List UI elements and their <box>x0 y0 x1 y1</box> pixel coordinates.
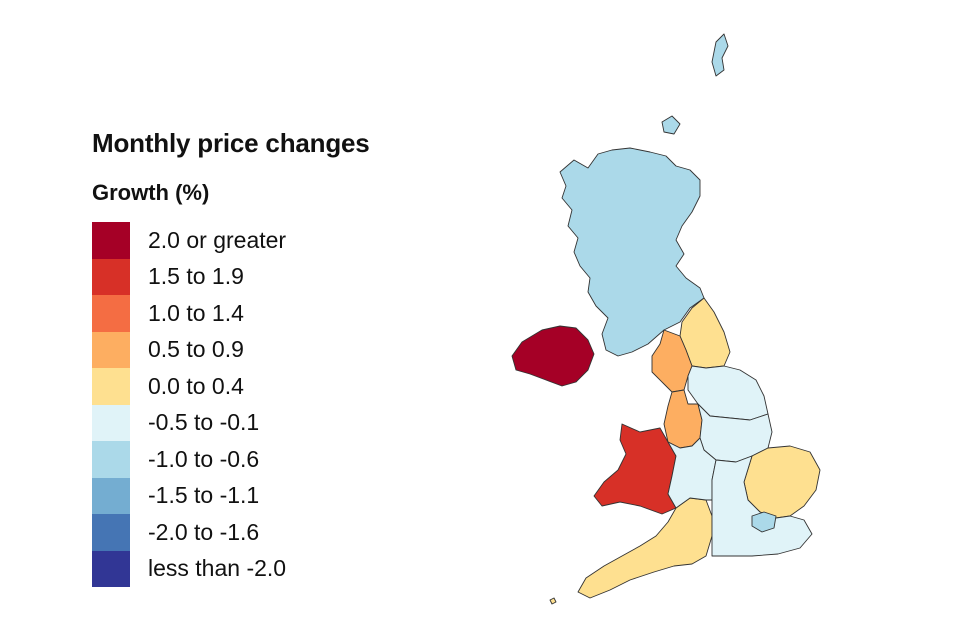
legend-item: 2.0 or greater <box>92 222 286 259</box>
legend-swatch <box>92 550 130 587</box>
region-london <box>751 511 777 533</box>
scotland-islands <box>661 115 681 135</box>
legend-item: 0.0 to 0.4 <box>92 368 244 405</box>
legend-swatch <box>92 514 130 551</box>
legend-label: less than -2.0 <box>148 555 287 582</box>
scotland-islands <box>711 33 729 77</box>
uk-regions-map <box>511 33 821 605</box>
legend: 2.0 or greater 1.5 to 1.9 1.0 to 1.4 0.5… <box>92 222 286 587</box>
legend-label: 2.0 or greater <box>148 226 287 253</box>
legend-item: -0.5 to -0.1 <box>92 404 259 441</box>
legend-label: 0.5 to 0.9 <box>148 336 244 363</box>
legend-item: -1.5 to -1.1 <box>92 477 259 514</box>
legend-item: -1.0 to -0.6 <box>92 441 259 478</box>
legend-swatch <box>92 477 130 514</box>
legend-label: 1.0 to 1.4 <box>148 299 244 326</box>
legend-title: Monthly price changes <box>92 128 370 158</box>
region-scotland <box>559 147 705 357</box>
legend-swatch <box>92 222 130 259</box>
region-south-east <box>711 455 813 557</box>
legend-item: -2.0 to -1.6 <box>92 514 259 551</box>
legend-swatch <box>92 331 130 368</box>
legend-label: 1.5 to 1.9 <box>148 263 244 290</box>
small-islands <box>549 597 557 605</box>
legend-swatch <box>92 295 130 332</box>
legend-swatch <box>92 368 130 405</box>
legend-subtitle: Growth (%) <box>92 180 210 205</box>
region-south-west <box>577 497 713 599</box>
legend-label: -0.5 to -0.1 <box>148 409 260 436</box>
legend-swatch <box>92 441 130 478</box>
legend-label: -1.5 to -1.1 <box>148 482 260 509</box>
legend-label: 0.0 to 0.4 <box>148 372 244 399</box>
region-wales <box>593 423 677 515</box>
legend-item: 1.0 to 1.4 <box>92 295 244 332</box>
legend-item: 0.5 to 0.9 <box>92 331 244 368</box>
legend-swatch <box>92 404 130 441</box>
legend-item: 1.5 to 1.9 <box>92 258 244 295</box>
legend-label: -1.0 to -0.6 <box>148 445 260 472</box>
region-northern-ireland <box>511 325 595 387</box>
legend-label: -2.0 to -1.6 <box>148 518 260 545</box>
legend-swatch <box>92 258 130 295</box>
legend-item: less than -2.0 <box>92 550 286 587</box>
